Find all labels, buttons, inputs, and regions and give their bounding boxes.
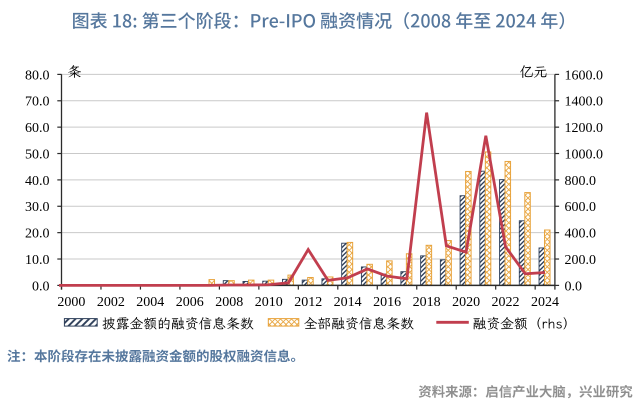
svg-text:2004: 2004 — [136, 295, 164, 310]
svg-text:2000: 2000 — [57, 295, 85, 310]
svg-text:2012: 2012 — [294, 295, 322, 310]
svg-text:2018: 2018 — [413, 295, 441, 310]
svg-text:2010: 2010 — [255, 295, 283, 310]
svg-text:60.0: 60.0 — [25, 121, 50, 136]
svg-text:200.0: 200.0 — [565, 253, 597, 268]
svg-text:1400.0: 1400.0 — [565, 95, 604, 110]
svg-text:0.0: 0.0 — [32, 279, 50, 294]
svg-text:1000.0: 1000.0 — [565, 147, 604, 162]
svg-text:2006: 2006 — [176, 295, 204, 310]
svg-text:2020: 2020 — [452, 295, 480, 310]
svg-text:2016: 2016 — [373, 295, 401, 310]
svg-text:2008: 2008 — [215, 295, 243, 310]
svg-text:50.0: 50.0 — [25, 147, 50, 162]
svg-text:2022: 2022 — [492, 295, 520, 310]
svg-text:1600.0: 1600.0 — [565, 68, 604, 83]
svg-text:2024: 2024 — [531, 295, 559, 310]
svg-text:1200.0: 1200.0 — [565, 121, 604, 136]
svg-text:2002: 2002 — [97, 295, 125, 310]
svg-text:20.0: 20.0 — [25, 227, 50, 242]
svg-text:800.0: 800.0 — [565, 174, 597, 189]
svg-text:600.0: 600.0 — [565, 200, 597, 215]
svg-text:400.0: 400.0 — [565, 227, 597, 242]
svg-text:10.0: 10.0 — [25, 253, 50, 268]
svg-text:0.0: 0.0 — [565, 279, 583, 294]
svg-text:30.0: 30.0 — [25, 200, 50, 215]
svg-text:2014: 2014 — [334, 295, 362, 310]
svg-text:40.0: 40.0 — [25, 174, 50, 189]
svg-text:80.0: 80.0 — [25, 68, 50, 83]
svg-text:70.0: 70.0 — [25, 95, 50, 110]
